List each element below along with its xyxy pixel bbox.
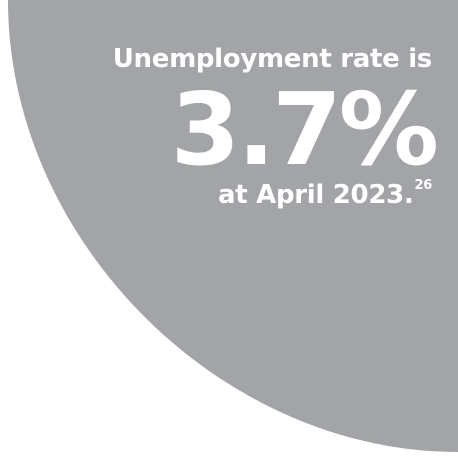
footnote-marker: 26 [414, 178, 433, 193]
stat-value: 3.7% [170, 71, 439, 188]
stat-trail-text: at April 2023. [218, 180, 414, 210]
stat-lead-text: Unemployment rate is [112, 44, 433, 74]
stat-date-line: at April 2023.26 [218, 178, 433, 210]
